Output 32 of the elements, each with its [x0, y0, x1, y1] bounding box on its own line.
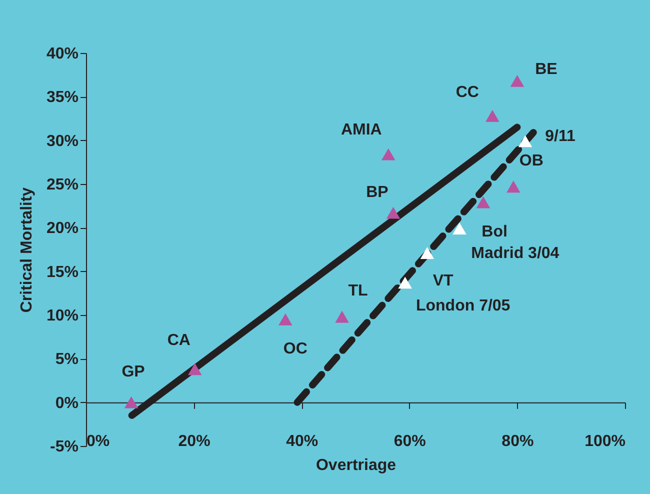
y-tick-label: 15%	[46, 264, 78, 281]
annotation: TL	[348, 282, 368, 300]
annotation: BP	[366, 184, 389, 201]
x-tick-label: 40%	[286, 432, 318, 450]
y-tick-label: 40%	[46, 46, 78, 62]
annotation: Bol	[482, 224, 508, 241]
annotation: CA	[167, 332, 191, 350]
annotation: CC	[456, 84, 480, 101]
annotation: Madrid 3/04	[471, 244, 560, 262]
annotation: OB	[519, 152, 544, 170]
y-axis-title: Critical Mortality	[18, 187, 36, 313]
y-tick-label: 5%	[55, 351, 78, 368]
y-tick-label: 10%	[46, 308, 78, 324]
y-tick-label: 20%	[46, 220, 78, 238]
annotation: OC	[283, 340, 308, 358]
x-tick-label: 80%	[502, 432, 534, 450]
x-tick-label: 100%	[584, 432, 626, 450]
y-tick-label: 0%	[55, 394, 78, 412]
annotation: GP	[122, 363, 146, 380]
x-axis-title: Overtriage	[316, 456, 396, 474]
x-tick-label: 20%	[178, 432, 210, 450]
y-tick-label: 25%	[46, 176, 78, 194]
annotation: VT	[432, 272, 454, 290]
y-tick-label: 30%	[46, 132, 78, 150]
annotation: 9/11	[545, 128, 576, 146]
annotation: BE	[535, 60, 558, 78]
x-tick-label: 0%	[86, 432, 110, 450]
annotation: AMIA	[340, 121, 382, 138]
y-tick-label: -5%	[50, 438, 78, 456]
x-tick-label: 60%	[394, 432, 426, 450]
annotation: London 7/05	[416, 298, 510, 315]
y-tick-label: 35%	[46, 89, 78, 106]
